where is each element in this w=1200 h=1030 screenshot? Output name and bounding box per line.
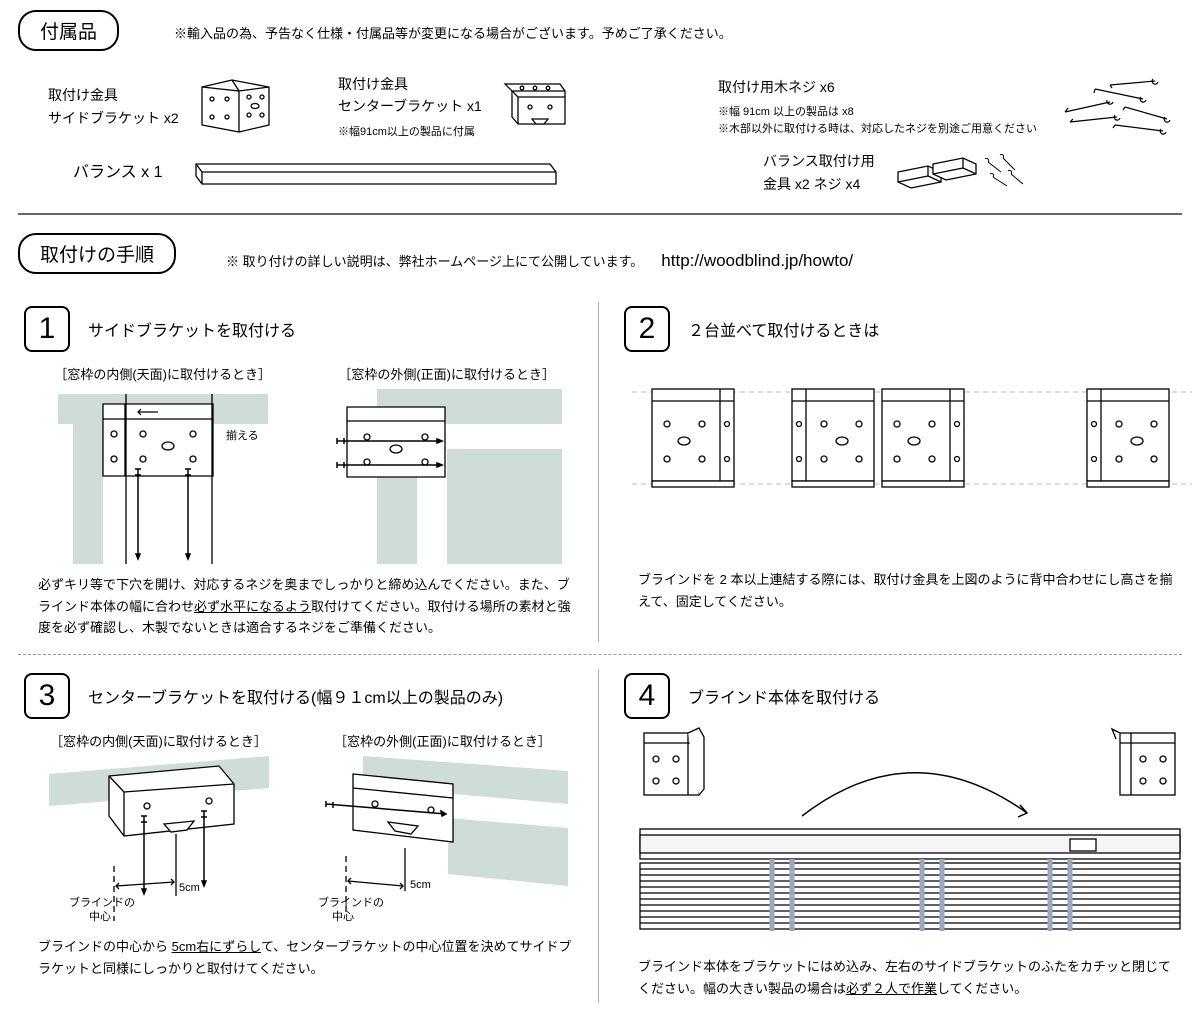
valance-icon — [192, 158, 562, 188]
accessories-header-row: 付属品 ※輸入品の為、予告なく仕様・付属品等が変更になる場合がございます。予めご… — [18, 10, 1182, 65]
side-bracket-label2: サイドブラケット x2 — [48, 107, 179, 129]
step-1-title: サイドブラケットを取付ける — [88, 317, 296, 341]
part-center-bracket: 取付け金具 センターブラケット x1 ※幅91cm以上の製品に付属 — [338, 73, 708, 140]
step-1-number: 1 — [24, 306, 70, 352]
step3-dimlabel1-left: ブラインドの — [69, 895, 135, 909]
part-balance: バランス x 1 — [73, 150, 763, 195]
step3-illus-right: 5cm ブラインドの 中心 — [318, 756, 568, 926]
wood-screws-note2: ※木部以外に取付ける時は、対応したネジを別途ご用意ください — [718, 121, 1037, 138]
step3-illus-left: 5cm ブラインドの 中心 — [49, 756, 269, 926]
wood-screws-label: 取付け用木ネジ x6 — [718, 76, 1037, 98]
wood-screws-note1: ※幅 91cm 以上の製品は x8 — [718, 104, 1037, 121]
balance-label: バランス x 1 — [73, 160, 162, 186]
step-1: 1 サイドブラケットを取付ける ［窓枠の内側(天面)に取付けるとき］ — [18, 302, 598, 642]
parts-grid-row2: バランス x 1 バランス取付け用 金具 x2 ネジ x4 — [73, 150, 1182, 195]
center-bracket-icon — [500, 79, 570, 134]
part-wood-screws: 取付け用木ネジ x6 ※幅 91cm 以上の製品は x8 ※木部以外に取付ける時… — [718, 73, 1200, 140]
part-side-bracket: 取付け金具 サイドブラケット x2 — [48, 73, 328, 140]
steps-row-1: 1 サイドブラケットを取付ける ［窓枠の内側(天面)に取付けるとき］ — [18, 302, 1182, 642]
step2-body: ブラインドを 2 本以上連結する際には、取付け金具を上図のように背中合わせにし高… — [638, 569, 1178, 612]
step1-align-label: 揃える — [226, 429, 259, 442]
center-bracket-note: ※幅91cm以上の製品に付属 — [338, 124, 482, 141]
step4-body-c: してください。 — [937, 981, 1027, 996]
step-3-number: 3 — [24, 673, 70, 719]
steps-row-2: 3 センターブラケットを取付ける(幅９１cm以上の製品のみ) ［窓枠の内側(天面… — [18, 669, 1182, 1003]
step-4: 4 ブラインド本体を取付ける — [618, 669, 1198, 1003]
balance-hw-label1: バランス取付け用 — [763, 150, 875, 172]
section-divider-1 — [18, 213, 1182, 215]
dash-divider — [18, 654, 1182, 655]
step4-body-b: 必ず２人で作業 — [846, 981, 937, 996]
parts-grid-row1: 取付け金具 サイドブラケット x2 取付け金具 センターブラケット x1 ※幅9… — [48, 73, 1182, 140]
part-balance-hw: バランス取付け用 金具 x2 ネジ x4 — [763, 150, 1200, 195]
side-bracket-label1: 取付け金具 — [48, 84, 179, 106]
vertical-separator-2 — [598, 669, 618, 1003]
step3-dim-left: 5cm — [179, 882, 200, 894]
step1-body: 必ずキリ等で下穴を開け、対応するネジを奥までしっかりと締め込んでください。また、… — [38, 574, 578, 638]
center-bracket-label2: センターブラケット x1 — [338, 95, 482, 117]
balance-hw-icon — [893, 152, 1033, 194]
step3-body: ブラインドの中心から 5cm右にずらして、センターブラケットの中心位置を決めてサ… — [38, 936, 578, 979]
accessories-disclaimer: ※輸入品の為、予告なく仕様・付属品等が変更になる場合がございます。予めご了承くだ… — [174, 23, 732, 42]
step2-illus — [632, 364, 1192, 534]
step3-body-b: 5cm右にずらし — [172, 939, 261, 954]
step1-illus-left: 揃える — [58, 389, 268, 564]
step1-illus-right — [332, 389, 562, 564]
step3-dimlabel2-left: 中心 — [89, 910, 111, 923]
procedure-header-row: 取付けの手順 ※ 取り付けの詳しい説明は、弊社ホームページ上にて公開しています。… — [18, 233, 1182, 288]
step-3: 3 センターブラケットを取付ける(幅９１cm以上の製品のみ) ［窓枠の内側(天面… — [18, 669, 598, 1003]
step4-illus — [632, 731, 1192, 941]
step3-dimlabel1-right: ブラインドの — [318, 895, 384, 909]
step-4-title: ブラインド本体を取付ける — [688, 684, 880, 708]
step4-body: ブラインド本体をブラケットにはめ込み、左右のサイドブラケットのふたをカチッと閉じ… — [638, 956, 1178, 999]
step-2: 2 ２台並べて取付けるときは ブラインドを 2 本以 — [618, 302, 1198, 642]
accessories-header: 付属品 — [18, 10, 119, 51]
screws-icon — [1055, 77, 1175, 137]
side-bracket-icon — [197, 77, 277, 137]
step3-dim-right: 5cm — [410, 879, 431, 891]
step-3-title: センターブラケットを取付ける(幅９１cm以上の製品のみ) — [88, 684, 503, 708]
procedure-header: 取付けの手順 — [18, 233, 176, 274]
procedure-url: http://woodblind.jp/howto/ — [661, 251, 853, 271]
center-bracket-label1: 取付け金具 — [338, 73, 482, 95]
vertical-separator-1 — [598, 302, 618, 642]
balance-hw-label2: 金具 x2 ネジ x4 — [763, 173, 875, 195]
step3-dimlabel2-right: 中心 — [332, 910, 354, 923]
step-4-number: 4 — [624, 673, 670, 719]
step-2-number: 2 — [624, 306, 670, 352]
step1-body-b: 必ず水平になるよう — [194, 599, 311, 614]
step1-caption-right: ［窓枠の外側(正面)に取付けるとき］ — [338, 364, 555, 383]
step3-caption-right: ［窓枠の外側(正面)に取付けるとき］ — [334, 731, 551, 750]
step1-caption-left: ［窓枠の内側(天面)に取付けるとき］ — [54, 364, 271, 383]
procedure-note: ※ 取り付けの詳しい説明は、弊社ホームページ上にて公開しています。 — [226, 251, 643, 270]
step3-body-a: ブラインドの中心から — [38, 939, 172, 954]
step-2-title: ２台並べて取付けるときは — [688, 317, 879, 341]
step3-caption-left: ［窓枠の内側(天面)に取付けるとき］ — [50, 731, 267, 750]
